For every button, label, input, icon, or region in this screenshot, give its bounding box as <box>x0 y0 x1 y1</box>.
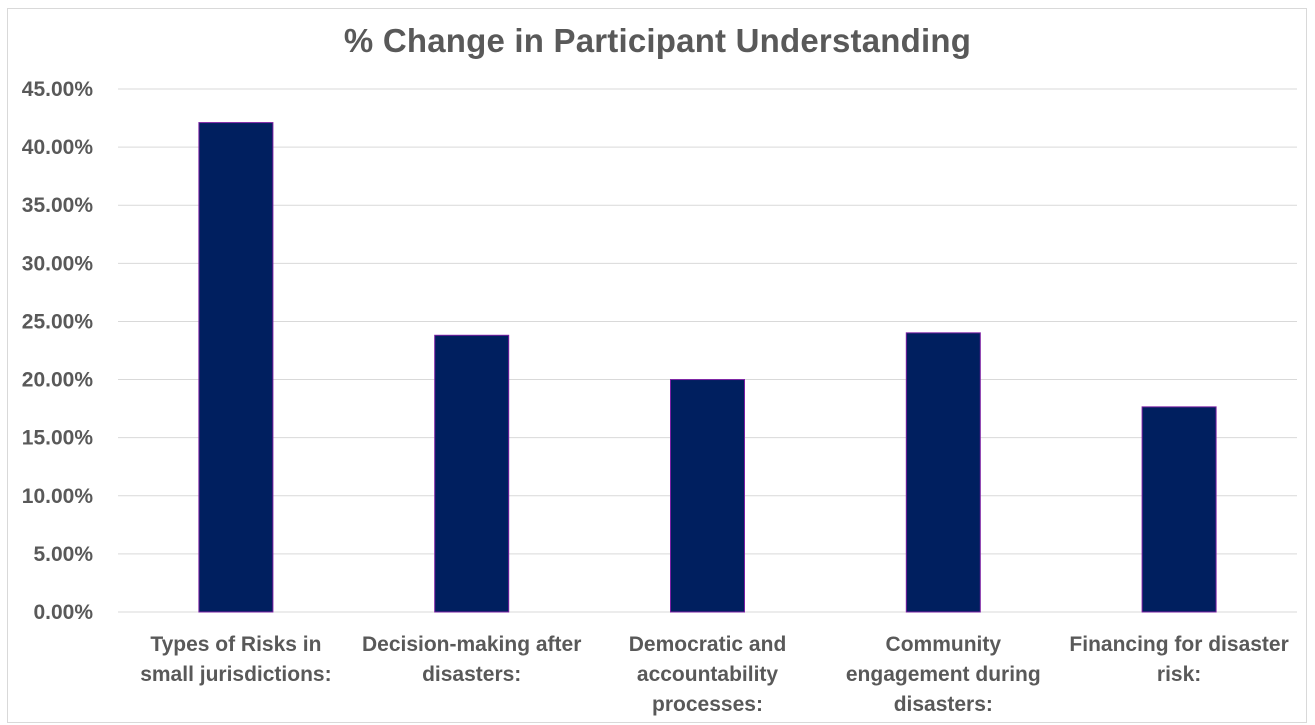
x-category-label: Democratic and accountability processes: <box>629 633 787 716</box>
y-tick-label: 20.00% <box>22 369 94 392</box>
y-tick-label: 25.00% <box>22 310 94 333</box>
bar <box>1141 406 1217 613</box>
y-tick-label: 45.00% <box>22 78 94 101</box>
y-axis-tick-labels: 0.00% 5.00% 10.00% 15.00% 20.00% 25.00% 30.00%… <box>22 78 94 624</box>
x-category-label-line: engagement during <box>846 663 1041 686</box>
y-tick-label: 10.00% <box>22 485 94 508</box>
x-category-label-line: small jurisdictions: <box>140 663 331 686</box>
y-tick-label: 40.00% <box>22 136 94 159</box>
x-category-label-line: accountability <box>637 663 779 686</box>
x-axis-category-labels: Types of Risks in small jurisdictions: Dec… <box>140 633 1289 716</box>
bar <box>198 122 274 613</box>
x-category-label: Decision-making after disasters: <box>362 633 581 686</box>
x-category-label: Types of Risks in small jurisdictions: <box>140 633 331 686</box>
bar <box>670 379 745 613</box>
x-category-label: Community engagement during disasters: <box>846 633 1041 716</box>
x-category-label-line: disasters: <box>894 693 993 716</box>
x-category-label-line: Democratic and <box>629 633 787 656</box>
bars <box>198 122 1217 613</box>
y-tick-label: 15.00% <box>22 427 94 450</box>
x-category-label-line: disasters: <box>422 663 521 686</box>
y-tick-label: 5.00% <box>33 543 93 566</box>
chart-title: % Change in Participant Understanding <box>343 22 972 59</box>
x-category-label: Financing for disaster risk: <box>1069 633 1288 686</box>
x-category-label-line: Community <box>886 633 1002 656</box>
x-category-label-line: Types of Risks in <box>150 633 321 656</box>
x-category-label-line: Decision-making after <box>362 633 581 656</box>
y-tick-label: 0.00% <box>33 601 93 624</box>
x-category-label-line: risk: <box>1157 663 1201 686</box>
bar <box>905 332 981 613</box>
y-tick-label: 35.00% <box>22 194 94 217</box>
x-category-label-line: Financing for disaster <box>1069 633 1288 656</box>
x-category-label-line: processes: <box>652 693 763 716</box>
y-tick-label: 30.00% <box>22 252 94 275</box>
bar <box>434 334 510 613</box>
